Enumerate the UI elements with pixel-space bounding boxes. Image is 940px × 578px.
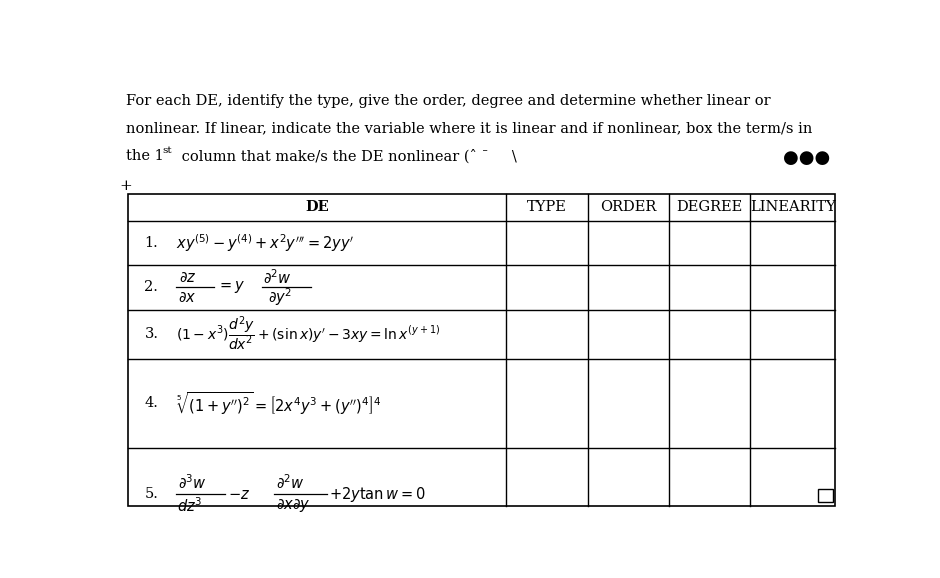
Text: $dz^3$: $dz^3$ [178,497,202,516]
Text: $\partial^2 w$: $\partial^2 w$ [263,268,291,287]
Text: $(1-x^3)\dfrac{d^2y}{dx^2} + (\sin x)y' - 3xy = \ln x^{(y+1)}$: $(1-x^3)\dfrac{d^2y}{dx^2} + (\sin x)y' … [176,315,440,353]
Text: 1.: 1. [145,236,158,250]
Text: the 1: the 1 [126,149,164,163]
Text: $\partial y^2$: $\partial y^2$ [268,286,292,308]
Text: DEGREE: DEGREE [677,201,743,214]
Text: nonlinear. If linear, indicate the variable where it is linear and if nonlinear,: nonlinear. If linear, indicate the varia… [126,121,812,135]
Text: 2.: 2. [145,280,158,294]
Bar [129,194,835,506]
Text: +: + [119,179,133,193]
Text: $\partial x$: $\partial x$ [178,290,196,305]
Text: TYPE: TYPE [527,201,567,214]
Text: ORDER: ORDER [601,201,656,214]
Text: $xy^{(5)} - y^{(4)} + x^2y''' = 2yy'$: $xy^{(5)} - y^{(4)} + x^2y''' = 2yy'$ [176,232,354,254]
Text: $\partial^2 w$: $\partial^2 w$ [276,473,305,492]
Text: For each DE, identify the type, give the order, degree and determine whether lin: For each DE, identify the type, give the… [126,94,771,108]
Text: column that make/s the DE nonlinear (ˆ ¯     \: column that make/s the DE nonlinear (ˆ ¯… [178,149,517,164]
Text: 3.: 3. [145,327,159,341]
Text: $\partial x\partial y$: $\partial x\partial y$ [275,498,310,514]
Text: $= y$: $= y$ [216,279,245,295]
Text: $\sqrt[5]{(1+y'')^2} = \left[2x^4y^3 + (y'')^4\right]^4$: $\sqrt[5]{(1+y'')^2} = \left[2x^4y^3 + (… [176,390,382,417]
Text: DE: DE [306,201,329,214]
Bar [819,488,833,502]
Text: 4.: 4. [145,396,158,410]
Text: $\partial z$: $\partial z$ [180,270,196,285]
Text: $\partial^3 w$: $\partial^3 w$ [178,473,207,492]
Text: LINEARITY: LINEARITY [750,201,836,214]
Text: ●●●: ●●● [783,149,830,167]
Text: $- z$: $- z$ [228,487,250,502]
Text: 5.: 5. [145,487,158,501]
Text: st: st [162,146,172,155]
Text: $+ 2y\tan w = 0$: $+ 2y\tan w = 0$ [330,485,427,504]
